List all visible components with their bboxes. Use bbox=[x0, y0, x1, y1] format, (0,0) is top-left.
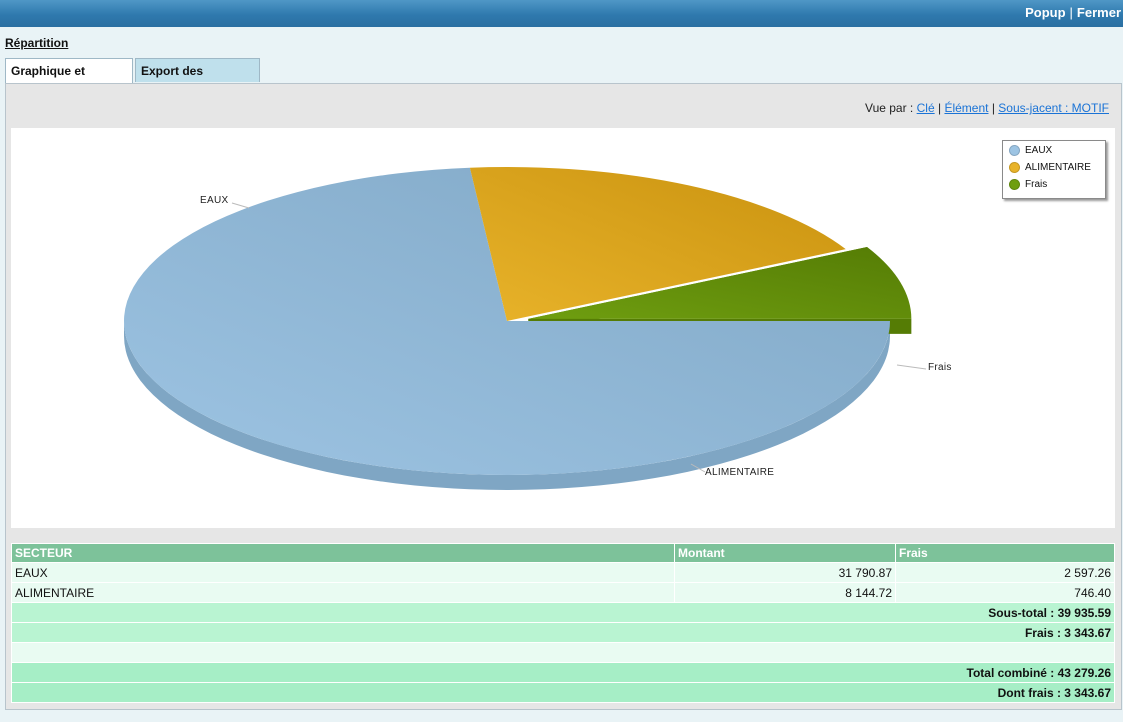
slice-leader-line bbox=[896, 364, 927, 370]
slice-label-alimentaire: ALIMENTAIRE bbox=[705, 467, 775, 478]
legend-label-alimentaire: ALIMENTAIRE bbox=[1025, 162, 1091, 173]
pie-slice-eaux[interactable] bbox=[124, 167, 890, 475]
close-link[interactable]: Fermer bbox=[1076, 5, 1121, 20]
pie-chart-svg bbox=[124, 167, 927, 490]
legend-swatch-frais bbox=[1009, 178, 1020, 190]
pie-slice-frais[interactable] bbox=[528, 247, 912, 319]
column-header-montant: Montant bbox=[674, 543, 896, 563]
table-header-row: SECTEUR Montant Frais bbox=[11, 543, 1115, 563]
fees-included-row: Dont frais : 3 343.67 bbox=[11, 682, 1115, 703]
page-title[interactable]: Répartition bbox=[5, 36, 69, 50]
slice-leader-line bbox=[231, 202, 250, 209]
cell-frais: 2 597.26 bbox=[895, 562, 1115, 583]
chart-legend: EAUX ALIMENTAIRE Frais bbox=[1002, 140, 1106, 199]
fees-row: Frais : 3 343.67 bbox=[11, 622, 1115, 643]
slice-leader-line bbox=[690, 463, 706, 473]
subtotal-value: Sous-total : 39 935.59 bbox=[11, 602, 1115, 623]
pie-slice-alimentaire[interactable] bbox=[469, 167, 846, 321]
spacer-cell bbox=[11, 642, 1115, 663]
pie-chart: EAUX ALIMENTAIRE Frais EAUX ALIMENTAIRE … bbox=[11, 128, 1115, 528]
spacer-row bbox=[11, 642, 1115, 663]
total-row: Total combiné : 43 279.26 bbox=[11, 662, 1115, 683]
slice-label-eaux: EAUX bbox=[200, 195, 229, 206]
cell-secteur: ALIMENTAIRE bbox=[11, 582, 675, 603]
cell-montant: 31 790.87 bbox=[674, 562, 896, 583]
column-header-frais: Frais bbox=[895, 543, 1115, 563]
top-links: Popup | Fermer bbox=[1025, 5, 1121, 20]
total-value: Total combiné : 43 279.26 bbox=[11, 662, 1115, 683]
view-by-key-link[interactable]: Clé bbox=[916, 101, 935, 115]
fees-included-value: Dont frais : 3 343.67 bbox=[11, 682, 1115, 703]
cell-frais: 746.40 bbox=[895, 582, 1115, 603]
top-links-separator: | bbox=[1069, 5, 1073, 20]
tab-graph-table[interactable]: Graphique et tableau bbox=[5, 58, 133, 102]
legend-label-eaux: EAUX bbox=[1025, 145, 1053, 156]
legend-item-alimentaire: ALIMENTAIRE bbox=[1009, 161, 1091, 175]
view-by-element-link[interactable]: Élément bbox=[944, 101, 989, 115]
top-bar: Popup | Fermer bbox=[0, 0, 1123, 27]
cell-secteur: EAUX bbox=[11, 562, 675, 583]
data-table: SECTEUR Montant Frais EAUX 31 790.87 2 5… bbox=[11, 543, 1115, 703]
legend-swatch-alimentaire bbox=[1009, 161, 1020, 173]
subtotal-row: Sous-total : 39 935.59 bbox=[11, 602, 1115, 623]
legend-item-eaux: EAUX bbox=[1009, 144, 1052, 158]
view-by-label: Vue par : bbox=[865, 101, 914, 115]
view-by-separator: | bbox=[991, 101, 995, 115]
legend-swatch-eaux bbox=[1009, 144, 1020, 156]
legend-item-frais: Frais bbox=[1009, 178, 1047, 192]
view-by-underlying-link[interactable]: Sous-jacent : MOTIF bbox=[998, 101, 1109, 115]
cell-montant: 8 144.72 bbox=[674, 582, 896, 603]
slice-label-frais: Frais bbox=[928, 362, 952, 373]
table-row: ALIMENTAIRE 8 144.72 746.40 bbox=[11, 582, 1115, 603]
popup-link[interactable]: Popup bbox=[1025, 5, 1066, 20]
fees-value: Frais : 3 343.67 bbox=[11, 622, 1115, 643]
view-by-separator: | bbox=[937, 101, 942, 115]
legend-label-frais: Frais bbox=[1025, 179, 1048, 190]
tab-export[interactable]: Export des données bbox=[135, 58, 260, 102]
column-header-secteur: SECTEUR bbox=[11, 543, 675, 563]
table-row: EAUX 31 790.87 2 597.26 bbox=[11, 562, 1115, 583]
view-by-bar: Vue par : Clé | Élément | Sous-jacent : … bbox=[865, 101, 1109, 115]
